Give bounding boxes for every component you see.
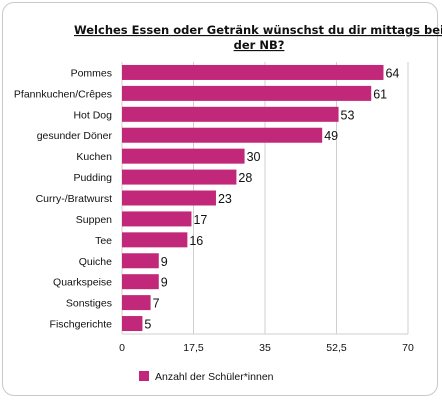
value-label-11: 9	[161, 276, 168, 290]
category-label-3: Hot Dog	[73, 109, 112, 121]
legend-label: Anzahl der Schüler*innen	[155, 371, 274, 383]
category-label-6: Pudding	[73, 172, 112, 184]
legend: Anzahl der Schüler*innen	[139, 371, 274, 383]
bar-8	[122, 211, 192, 227]
category-label-7: Curry-/Bratwurst	[36, 193, 113, 205]
bar-7	[122, 190, 216, 206]
bar-12	[122, 295, 151, 311]
x-tick-label-4: 70	[402, 342, 414, 354]
category-label-9: Tee	[95, 235, 112, 247]
value-label-6: 28	[238, 171, 252, 185]
x-tick-label-3: 52,5	[326, 342, 347, 354]
value-label-13: 5	[144, 318, 151, 332]
bar-6	[122, 169, 237, 185]
value-label-4: 49	[324, 129, 338, 143]
bar-5	[122, 148, 245, 164]
category-label-2: Pfannkuchen/Crêpes	[14, 88, 112, 100]
category-label-5: Kuchen	[76, 151, 112, 163]
bar-13	[122, 316, 143, 332]
category-label-13: Fischgerichte	[50, 319, 113, 331]
category-label-12: Sonstiges	[66, 298, 112, 310]
bar-11	[122, 274, 159, 290]
value-label-2: 61	[373, 87, 387, 101]
chart-title-line-1: Welches Essen oder Getränk wünschst du d…	[74, 23, 442, 37]
bar-9	[122, 232, 188, 248]
category-label-1: Pommes	[71, 67, 112, 79]
value-label-9: 16	[189, 234, 203, 248]
value-label-5: 30	[247, 150, 261, 164]
bar-2	[122, 85, 372, 101]
category-label-11: Quarkspeise	[53, 277, 112, 289]
x-tick-label-2: 35	[259, 342, 271, 354]
x-tick-label-0: 0	[119, 342, 125, 354]
value-label-3: 53	[341, 108, 355, 122]
category-label-4: gesunder Döner	[37, 130, 113, 142]
category-label-8: Suppen	[76, 214, 112, 226]
bar-4	[122, 127, 323, 143]
bar-1	[122, 64, 384, 80]
value-label-1: 64	[385, 66, 399, 80]
x-tick-label-1: 17,5	[183, 342, 204, 354]
chart-title: Welches Essen oder Getränk wünschst du d…	[74, 23, 442, 52]
chart-title-line-2: der NB?	[234, 38, 285, 52]
value-label-12: 7	[153, 297, 160, 311]
category-labels: Pommes Pfannkuchen/Crêpes Hot Dog gesunder …	[14, 67, 113, 330]
bar-3	[122, 106, 339, 122]
bars	[122, 64, 384, 332]
value-label-7: 23	[218, 192, 232, 206]
legend-swatch	[139, 371, 149, 381]
category-label-10: Quiche	[79, 256, 112, 268]
value-label-8: 17	[193, 213, 207, 227]
bar-10	[122, 253, 159, 269]
value-label-10: 9	[161, 255, 168, 269]
x-axis-ticks: 0 17,5 35 52,5 70	[119, 342, 414, 354]
